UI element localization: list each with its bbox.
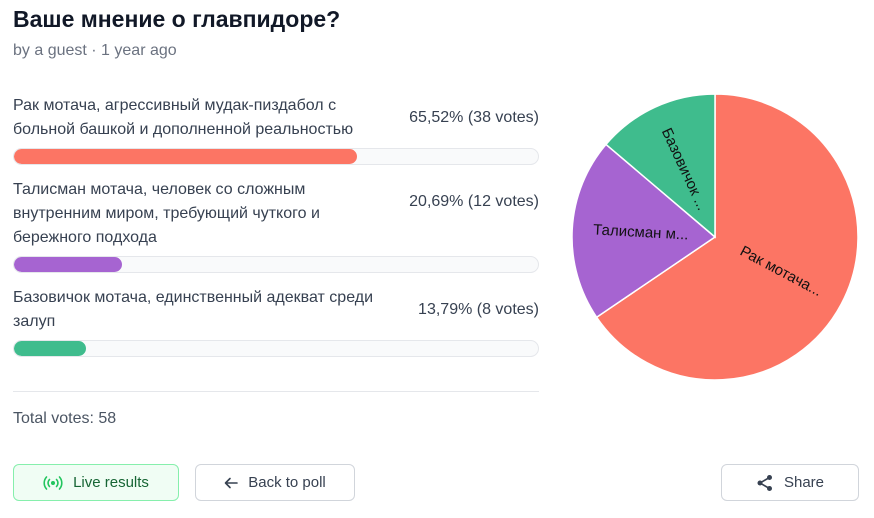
pie-slices [571,93,859,381]
result-option-2: Талисман мотача, человек со сложным внут… [13,178,539,278]
total-votes: Total votes: 58 [13,410,117,427]
share-button[interactable]: Share [721,464,859,501]
result-option-3: Базовичок мотача, единственный адекват с… [13,286,539,362]
progress-fill [14,341,87,356]
progress-bar [13,256,539,273]
live-results-label: Live results [73,474,149,491]
pie-slice-2[interactable] [571,143,717,319]
back-to-poll-button[interactable]: Back to poll [195,464,355,501]
pie-chart: Рак мотача...Талисман м...Базовичок ... [571,93,859,381]
share-icon [756,474,774,492]
option-stat: 65,52% (38 votes) [409,109,539,126]
result-option-1: Рак мотача, агрессивный мудак-пиздабол с… [13,94,539,170]
arrow-left-icon [224,477,239,489]
progress-bar [13,340,539,357]
share-label: Share [783,474,825,491]
broadcast-icon [43,475,63,491]
option-stat: 20,69% (12 votes) [409,193,539,210]
poll-title: Ваше мнение о главпидоре? [13,6,341,32]
pie-slice-3[interactable] [604,93,716,239]
option-stat: 13,79% (8 votes) [418,301,539,318]
results-list: Рак мотача, агрессивный мудак-пиздабол с… [13,94,539,362]
option-label: Рак мотача, агрессивный мудак-пиздабол с… [13,97,354,138]
poll-meta: by a guest · 1 year ago [13,42,177,59]
pie-slice-1[interactable] [595,93,859,381]
divider [13,391,539,392]
progress-bar [13,148,539,165]
progress-fill [14,149,358,164]
option-label: Базовичок мотача, единственный адекват с… [13,289,374,330]
live-results-button[interactable]: Live results [13,464,179,501]
pie-label-2: Талисман м... [593,221,689,243]
back-to-poll-label: Back to poll [248,474,326,491]
progress-fill [14,257,123,272]
option-label: Талисман мотача, человек со сложным внут… [13,181,320,246]
